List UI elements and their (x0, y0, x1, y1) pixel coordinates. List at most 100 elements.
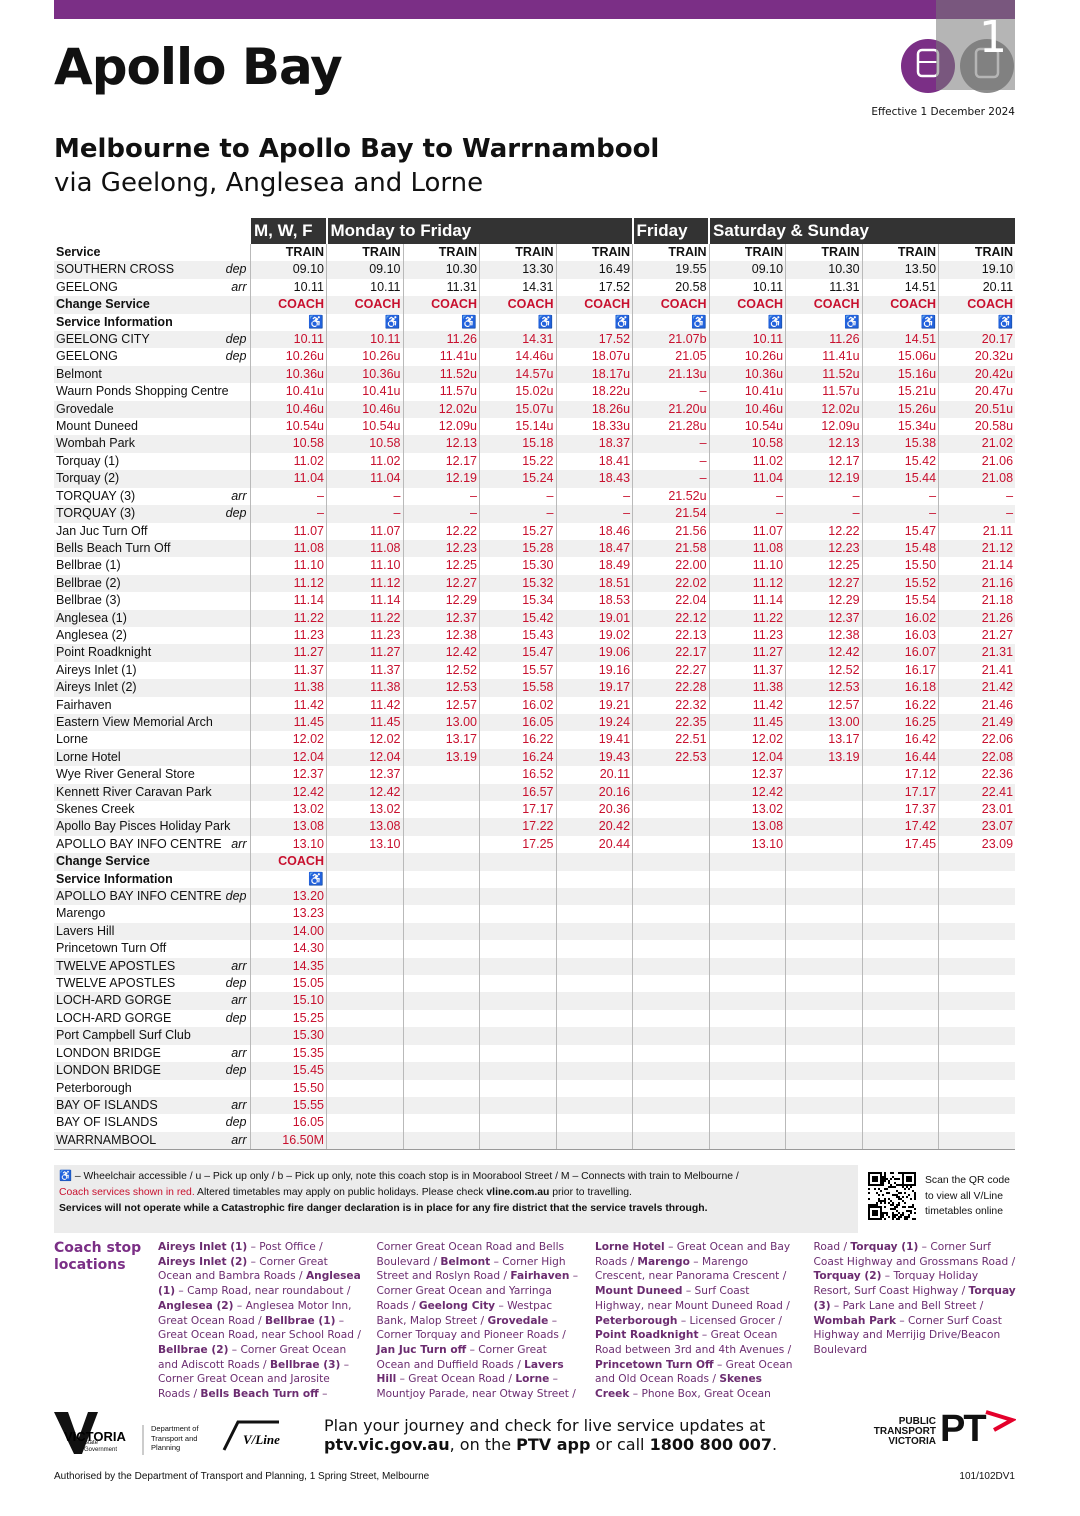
service-type: TRAIN (861, 244, 939, 262)
stop-name: Fairhaven (56, 697, 112, 712)
stop-location-desc: – Park Lane and Bell Street / (830, 1299, 984, 1312)
time-cell (555, 975, 633, 993)
service-type: TRAIN (479, 244, 556, 262)
stop-cell: APOLLO BAY INFO CENTRE dep (54, 888, 250, 905)
stop-row: GEELONG dep 10.26u 10.26u 11.41u 14.46u 18.07u… (54, 348, 1016, 366)
time-cell: 11.23 (249, 626, 327, 645)
time-cell: 19.16 (555, 661, 633, 680)
time-cell (479, 1079, 556, 1097)
time-cell: ♿ (249, 870, 327, 889)
stop-location-desc: – Mountjoy Parade, near Otway Street / (376, 1373, 576, 1401)
stop-row: TWELVE APOSTLES dep 15.05 (54, 975, 1016, 993)
stop-location-desc: – Corner Torquay and Pioneer Roads / (376, 1314, 566, 1342)
time-cell (632, 818, 710, 836)
time-cell: 15.30 (479, 557, 556, 575)
time-cell: 19.10 (938, 261, 1016, 279)
time-cell: 20.42 (555, 818, 633, 836)
time-cell (785, 1027, 863, 1045)
time-cell: 11.31 (785, 278, 863, 297)
effective-date: Effective 1 December 2024 (871, 106, 1015, 118)
time-cell: 10.46u (249, 400, 327, 419)
stop-name: WARRNAMBOOL (56, 1132, 157, 1147)
time-cell: 14.46u (479, 348, 556, 366)
time-cell: 15.42 (479, 609, 556, 627)
service-type: TRAIN (555, 244, 633, 262)
service-type: TRAIN (938, 244, 1016, 262)
time-cell (938, 1096, 1016, 1115)
time-cell: 15.10 (249, 992, 327, 1010)
stop-row: Aireys Inlet (1) 11.37 11.37 12.52 15.57 19.1… (54, 661, 1016, 680)
time-cell (402, 1009, 480, 1028)
time-cell: 13.08 (708, 818, 786, 836)
time-cell (785, 957, 863, 976)
time-cell (479, 1027, 556, 1045)
time-cell (785, 870, 863, 889)
stop-name: Eastern View Memorial Arch (56, 714, 213, 729)
time-cell: 20.11 (938, 278, 1016, 297)
time-cell: – (249, 487, 327, 506)
time-cell: 15.25 (249, 1009, 327, 1028)
time-cell: 19.17 (555, 679, 633, 697)
stop-cell: GEELONG arr (54, 279, 250, 296)
time-cell: 21.54 (632, 505, 710, 523)
stop-cell: Bellbrae (1) (54, 557, 250, 574)
time-cell (861, 1062, 939, 1080)
stop-row: Lorne Hotel 12.04 12.04 13.19 16.24 19.43 22.5… (54, 748, 1016, 767)
time-cell (632, 922, 710, 941)
time-cell: 15.32 (479, 574, 556, 593)
time-cell: 12.09u (402, 418, 480, 436)
time-cell: 19.41 (555, 731, 633, 749)
time-cell: 11.42 (708, 696, 786, 714)
time-cell: 12.23 (402, 539, 480, 558)
stop-row: Anglesea (1) 11.22 11.22 12.37 15.42 19.01 22.… (54, 609, 1016, 627)
time-cell (785, 975, 863, 993)
stop-location-desc: – Great Ocean and Old Ocean Roads / (595, 1358, 793, 1386)
stop-name: Bellbrae (3) (56, 593, 121, 608)
time-cell (632, 957, 710, 976)
time-cell: 22.06 (938, 731, 1016, 749)
time-cell (402, 818, 480, 836)
pt-arrow (985, 1410, 1016, 1432)
time-cell: 10.58 (249, 435, 327, 453)
stop-location-desc: – Westpac Bank, Malop Street / (376, 1299, 553, 1327)
legend-line: Services will not operate while a Catast… (59, 1201, 853, 1217)
time-cell: 13.02 (249, 801, 327, 819)
time-cell (785, 1044, 863, 1063)
time-cell: 12.17 (402, 452, 480, 471)
time-cell: – (555, 487, 633, 506)
time-cell: COACH (402, 296, 480, 314)
stop-cell: Change Service (54, 296, 250, 313)
time-cell: 18.17u (555, 365, 633, 384)
time-cell: 12.02 (708, 731, 786, 749)
stop-name: Service Information (56, 314, 173, 329)
time-cell: 11.38 (708, 679, 786, 697)
time-cell: 21.07b (632, 331, 710, 349)
time-cell: 16.25 (861, 713, 939, 732)
stop-cell: Waurn Ponds Shopping Centre (54, 383, 250, 400)
time-cell: 15.54 (861, 592, 939, 610)
time-cell (938, 940, 1016, 958)
time-cell: 21.58 (632, 539, 710, 558)
time-cell (938, 1114, 1016, 1132)
legend-line: ♿ – Wheelchair accessible / u – Pick up … (59, 1169, 853, 1185)
time-cell: 21.08 (938, 470, 1016, 488)
time-cell: 17.17 (479, 801, 556, 819)
stop-name: SOUTHERN CROSS (56, 262, 175, 277)
time-cell (555, 1114, 633, 1132)
stop-mode: dep (225, 1063, 247, 1078)
time-cell (708, 922, 786, 941)
time-cell: 18.41 (555, 452, 633, 471)
time-cell (708, 888, 786, 906)
time-cell: ♿ (938, 313, 1016, 332)
stop-cell: Torquay (1) (54, 453, 250, 470)
time-cell (708, 870, 786, 889)
time-cell (326, 1044, 403, 1063)
service-type: TRAIN (249, 244, 327, 262)
time-cell: 22.32 (632, 696, 710, 714)
time-cell: – (326, 505, 403, 523)
time-cell: 16.18 (861, 679, 939, 697)
time-cell (479, 1044, 556, 1063)
stop-cell: Princetown Turn Off (54, 940, 250, 957)
time-cell: – (632, 470, 710, 488)
stop-name: Wye River General Store (56, 767, 195, 782)
